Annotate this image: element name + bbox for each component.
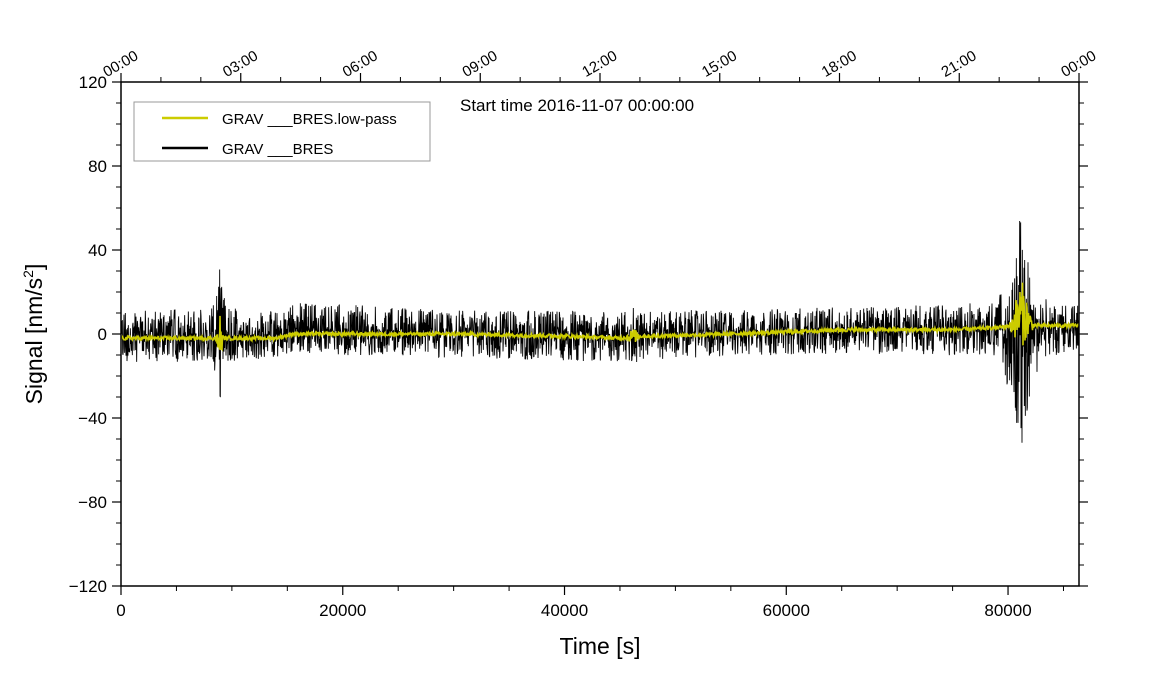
legend-label-raw: GRAV ___BRES [222, 141, 333, 158]
y-axis-title-close: ] [21, 264, 47, 270]
y-tick-label-5: 80 [88, 157, 107, 176]
x-tick-label-2: 40000 [541, 601, 588, 620]
legend-label-lowpass: GRAV ___BRES.low-pass [222, 111, 397, 128]
x-tick-label-0: 0 [116, 601, 125, 620]
top-time-axis: 00:00 03:00 06:00 09:00 12:00 15:00 18:00 21:00… [100, 47, 1099, 82]
y-tick-label-1: −80 [78, 493, 107, 512]
y-tick-label-6: 120 [79, 73, 107, 92]
y-tick-label-2: −40 [78, 409, 107, 428]
series-lowpass-line [120, 282, 1080, 352]
y-axis-title: Signal [nm/s2] [20, 264, 47, 405]
x-tick-label-4: 80000 [984, 601, 1031, 620]
x-axis-title: Time [s] [560, 633, 641, 659]
axes-layer: 0 20000 40000 60000 80000 −120 −80 −40 0 40 80 120 [69, 73, 1088, 620]
series-raw-line [120, 220, 1080, 443]
legend-box [133, 101, 431, 162]
x-tick-label-3: 60000 [763, 601, 810, 620]
y-tick-label-3: 0 [98, 325, 107, 344]
legend: GRAV ___BRES.low-pass GRAV ___BRES [133, 101, 431, 162]
y-axis-title-main: Signal [nm/s [21, 278, 47, 405]
y-tick-label-0: −120 [69, 577, 107, 596]
y-axis-title-sup: 2 [20, 270, 36, 278]
x-tick-label-1: 20000 [319, 601, 366, 620]
series-layer [120, 220, 1080, 443]
y-tick-label-4: 40 [88, 241, 107, 260]
start-time-annotation: Start time 2016-11-07 00:00:00 [460, 96, 694, 115]
